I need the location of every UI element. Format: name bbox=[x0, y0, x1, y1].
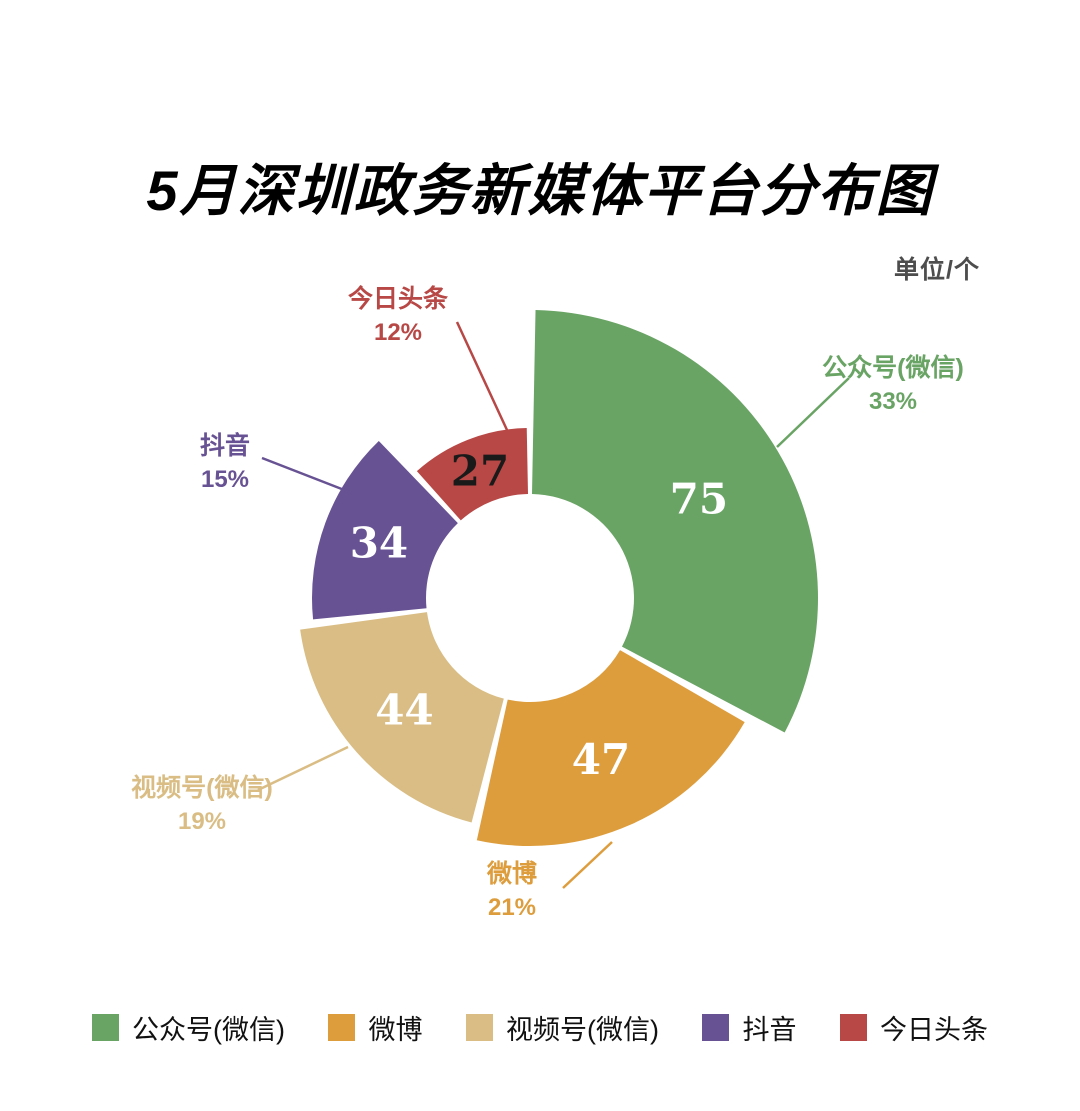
leader-line-1 bbox=[562, 841, 613, 889]
callout-percent: 15% bbox=[200, 465, 250, 493]
legend-item-wechat-video[interactable]: 视频号(微信) bbox=[465, 1008, 659, 1047]
pie-slice-1[interactable] bbox=[476, 650, 745, 846]
callout-label: 今日头条 bbox=[347, 285, 448, 313]
callout-label: 微博 bbox=[486, 860, 537, 888]
pie-slice-2[interactable] bbox=[300, 612, 504, 823]
legend-item-douyin[interactable]: 抖音 bbox=[702, 1008, 796, 1047]
callout-wechat-video: 视频号(微信) 19% bbox=[82, 772, 322, 838]
callout-wechat-official: 公众号(微信) 33% bbox=[773, 352, 1013, 418]
slice-value-label: 44 bbox=[375, 686, 433, 735]
callout-percent: 21% bbox=[487, 893, 537, 921]
leader-line-4 bbox=[455, 321, 509, 431]
legend-swatch-icon bbox=[465, 1014, 493, 1041]
callout-douyin: 抖音 15% bbox=[105, 430, 345, 496]
chart-legend: 公众号(微信) 微博 视频号(微信) 抖音 今日头条 bbox=[92, 1008, 988, 1047]
legend-label: 微博 bbox=[368, 1015, 423, 1045]
callout-label: 公众号(微信) bbox=[822, 354, 964, 382]
slice-value-label: 34 bbox=[350, 518, 408, 567]
legend-label: 今日头条 bbox=[879, 1015, 988, 1045]
legend-label: 公众号(微信) bbox=[132, 1015, 285, 1045]
legend-swatch-icon bbox=[328, 1014, 356, 1041]
legend-item-wechat-official[interactable]: 公众号(微信) bbox=[92, 1008, 285, 1047]
legend-item-toutiao[interactable]: 今日头条 bbox=[839, 1008, 988, 1047]
callout-percent: 12% bbox=[373, 318, 423, 346]
slice-value-label: 27 bbox=[451, 446, 509, 495]
callout-label: 抖音 bbox=[199, 432, 250, 460]
pie-slice-0[interactable] bbox=[531, 310, 818, 733]
leader-line-2 bbox=[257, 745, 349, 792]
callout-weibo: 微博 21% bbox=[392, 858, 632, 924]
legend-item-weibo[interactable]: 微博 bbox=[328, 1008, 422, 1047]
pie-slice-4[interactable] bbox=[416, 428, 529, 521]
legend-swatch-icon bbox=[839, 1014, 867, 1041]
slice-value-label: 75 bbox=[670, 474, 728, 523]
callout-percent: 33% bbox=[868, 387, 918, 415]
pie-slice-3[interactable] bbox=[312, 440, 458, 620]
legend-label: 视频号(微信) bbox=[505, 1015, 659, 1045]
slice-value-label: 47 bbox=[572, 735, 630, 784]
legend-swatch-icon bbox=[92, 1014, 119, 1041]
legend-swatch-icon bbox=[702, 1014, 730, 1041]
callout-label: 视频号(微信) bbox=[131, 774, 273, 802]
callout-percent: 19% bbox=[177, 807, 227, 835]
legend-label: 抖音 bbox=[742, 1015, 797, 1045]
leader-line-0 bbox=[776, 377, 850, 448]
leader-line-3 bbox=[261, 456, 353, 495]
page-title: 5月深圳政务新媒体平台分布图 bbox=[146, 159, 934, 222]
callout-toutiao: 今日头条 12% bbox=[278, 283, 518, 349]
unit-label: 单位/个 bbox=[894, 256, 980, 284]
